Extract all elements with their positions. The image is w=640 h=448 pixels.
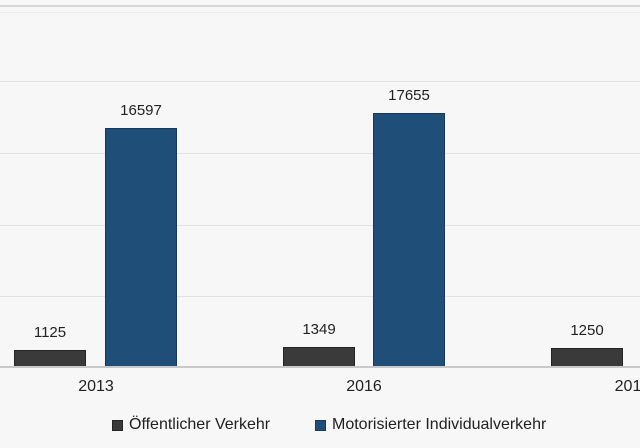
value-label-motorisierter-individualverkehr-2013: 16597 (120, 102, 162, 119)
bar-motorisierter-individualverkehr-2013 (105, 128, 177, 368)
x-axis-label-2016: 2016 (346, 378, 382, 395)
value-label-motorisierter-individualverkehr-2016: 17655 (388, 87, 430, 104)
x-axis-line (0, 366, 640, 368)
x-axis-label-201: 201 (614, 378, 640, 395)
bar-ffentlicher-verkehr-2016 (283, 347, 355, 368)
legend-label-motorisierter-individualverkehr: Motorisierter Individualverkehr (332, 416, 547, 433)
gridline-10000 (0, 224, 640, 226)
value-label-ffentlicher-verkehr-2016: 1349 (302, 321, 336, 338)
legend-swatch-motorisierter-individualverkehr (315, 419, 326, 431)
value-label-ffentlicher-verkehr-2013: 1125 (33, 324, 67, 341)
legend-item-ffentlicher-verkehr: Öffentlicher Verkehr (112, 416, 270, 434)
legend-label-ffentlicher-verkehr: Öffentlicher Verkehr (129, 416, 271, 433)
value-label-ffentlicher-verkehr-201: 1250 (570, 322, 604, 339)
gridline-15000 (0, 152, 640, 154)
bar-motorisierter-individualverkehr-2016 (373, 113, 445, 368)
gridline-5000 (0, 296, 640, 298)
bar-ffentlicher-verkehr-201 (551, 348, 623, 368)
legend-item-motorisierter-individualverkehr: Motorisierter Individualverkehr (315, 416, 546, 434)
chart-top-border (0, 5, 640, 7)
gridline-20000 (0, 81, 640, 82)
legend-swatch-ffentlicher-verkehr (112, 419, 123, 431)
x-axis-label-2013: 2013 (78, 378, 114, 395)
plot-area-top-line (0, 12, 640, 13)
